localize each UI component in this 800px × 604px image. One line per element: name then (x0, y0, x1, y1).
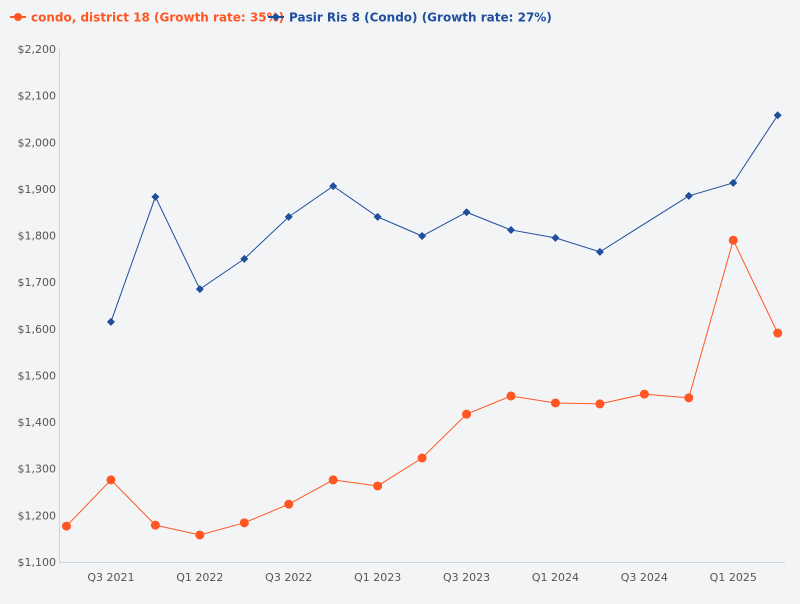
y-tick-label: $1,400 (18, 416, 57, 429)
y-tick-label: $1,100 (18, 556, 57, 569)
data-point (151, 192, 160, 201)
data-point (462, 208, 471, 217)
y-tick-label: $1,900 (18, 183, 57, 196)
legend-label: Pasir Ris 8 (Condo) (Growth rate: 27%) (289, 11, 552, 25)
y-tick-label: $1,300 (18, 463, 57, 476)
data-point (62, 521, 71, 531)
data-point (195, 530, 205, 540)
data-point (639, 389, 649, 399)
data-point (773, 111, 782, 120)
x-tick-label: Q1 2023 (354, 571, 401, 584)
x-tick-label: Q1 2024 (532, 571, 579, 584)
data-point (417, 453, 427, 463)
series-2 (106, 111, 782, 326)
x-tick-label: Q1 2022 (176, 571, 223, 584)
data-point (551, 233, 560, 242)
x-tick-label: Q3 2023 (443, 571, 490, 584)
y-tick-label: $1,500 (18, 369, 57, 382)
legend-marker (272, 13, 280, 21)
series-line (110, 114, 779, 322)
y-tick-label: $2,000 (18, 136, 57, 149)
data-point (373, 212, 382, 221)
data-point (106, 317, 115, 326)
y-tick-label: $2,100 (18, 90, 57, 103)
data-point (684, 393, 694, 403)
legend-label: condo, district 18 (Growth rate: 35%) (31, 11, 284, 25)
data-point (328, 475, 338, 485)
data-point (462, 409, 472, 419)
data-point (506, 391, 516, 401)
data-point (595, 399, 605, 409)
series-1 (62, 235, 783, 540)
data-point (373, 481, 383, 491)
data-point (284, 212, 293, 221)
data-point (595, 247, 604, 256)
data-point (284, 499, 294, 509)
data-point (195, 285, 204, 294)
y-tick-label: $2,200 (18, 43, 57, 56)
data-point (773, 328, 783, 338)
data-point (729, 178, 738, 187)
legend: condo, district 18 (Growth rate: 35%) Pas… (10, 11, 552, 25)
x-tick-label: Q3 2022 (265, 571, 312, 584)
x-tick-label: Q3 2024 (621, 571, 668, 584)
data-point (418, 232, 427, 241)
x-tick-label: Q1 2025 (710, 571, 757, 584)
y-tick-label: $1,600 (18, 323, 57, 336)
x-axis: Q3 2021 Q1 2022 Q3 2022 Q1 2023 Q3 2023 Q1 20… (87, 571, 756, 584)
data-point (239, 518, 249, 528)
y-tick-label: $1,700 (18, 276, 57, 289)
data-point (684, 191, 693, 200)
data-point (728, 235, 738, 245)
y-axis: $1,100 $1,200 $1,300 $1,400 $1,500 $1,600 $1,7… (18, 43, 57, 569)
data-point (106, 475, 116, 485)
series-line (66, 238, 779, 536)
data-point (240, 254, 249, 263)
series-layer (62, 111, 783, 540)
data-point (550, 398, 560, 408)
y-tick-label: $1,800 (18, 230, 57, 243)
y-tick-label: $1,200 (18, 509, 57, 522)
x-tick-label: Q3 2021 (87, 571, 134, 584)
data-point (329, 182, 338, 191)
legend-marker (14, 13, 22, 21)
data-point (507, 225, 515, 234)
data-point (150, 520, 160, 530)
